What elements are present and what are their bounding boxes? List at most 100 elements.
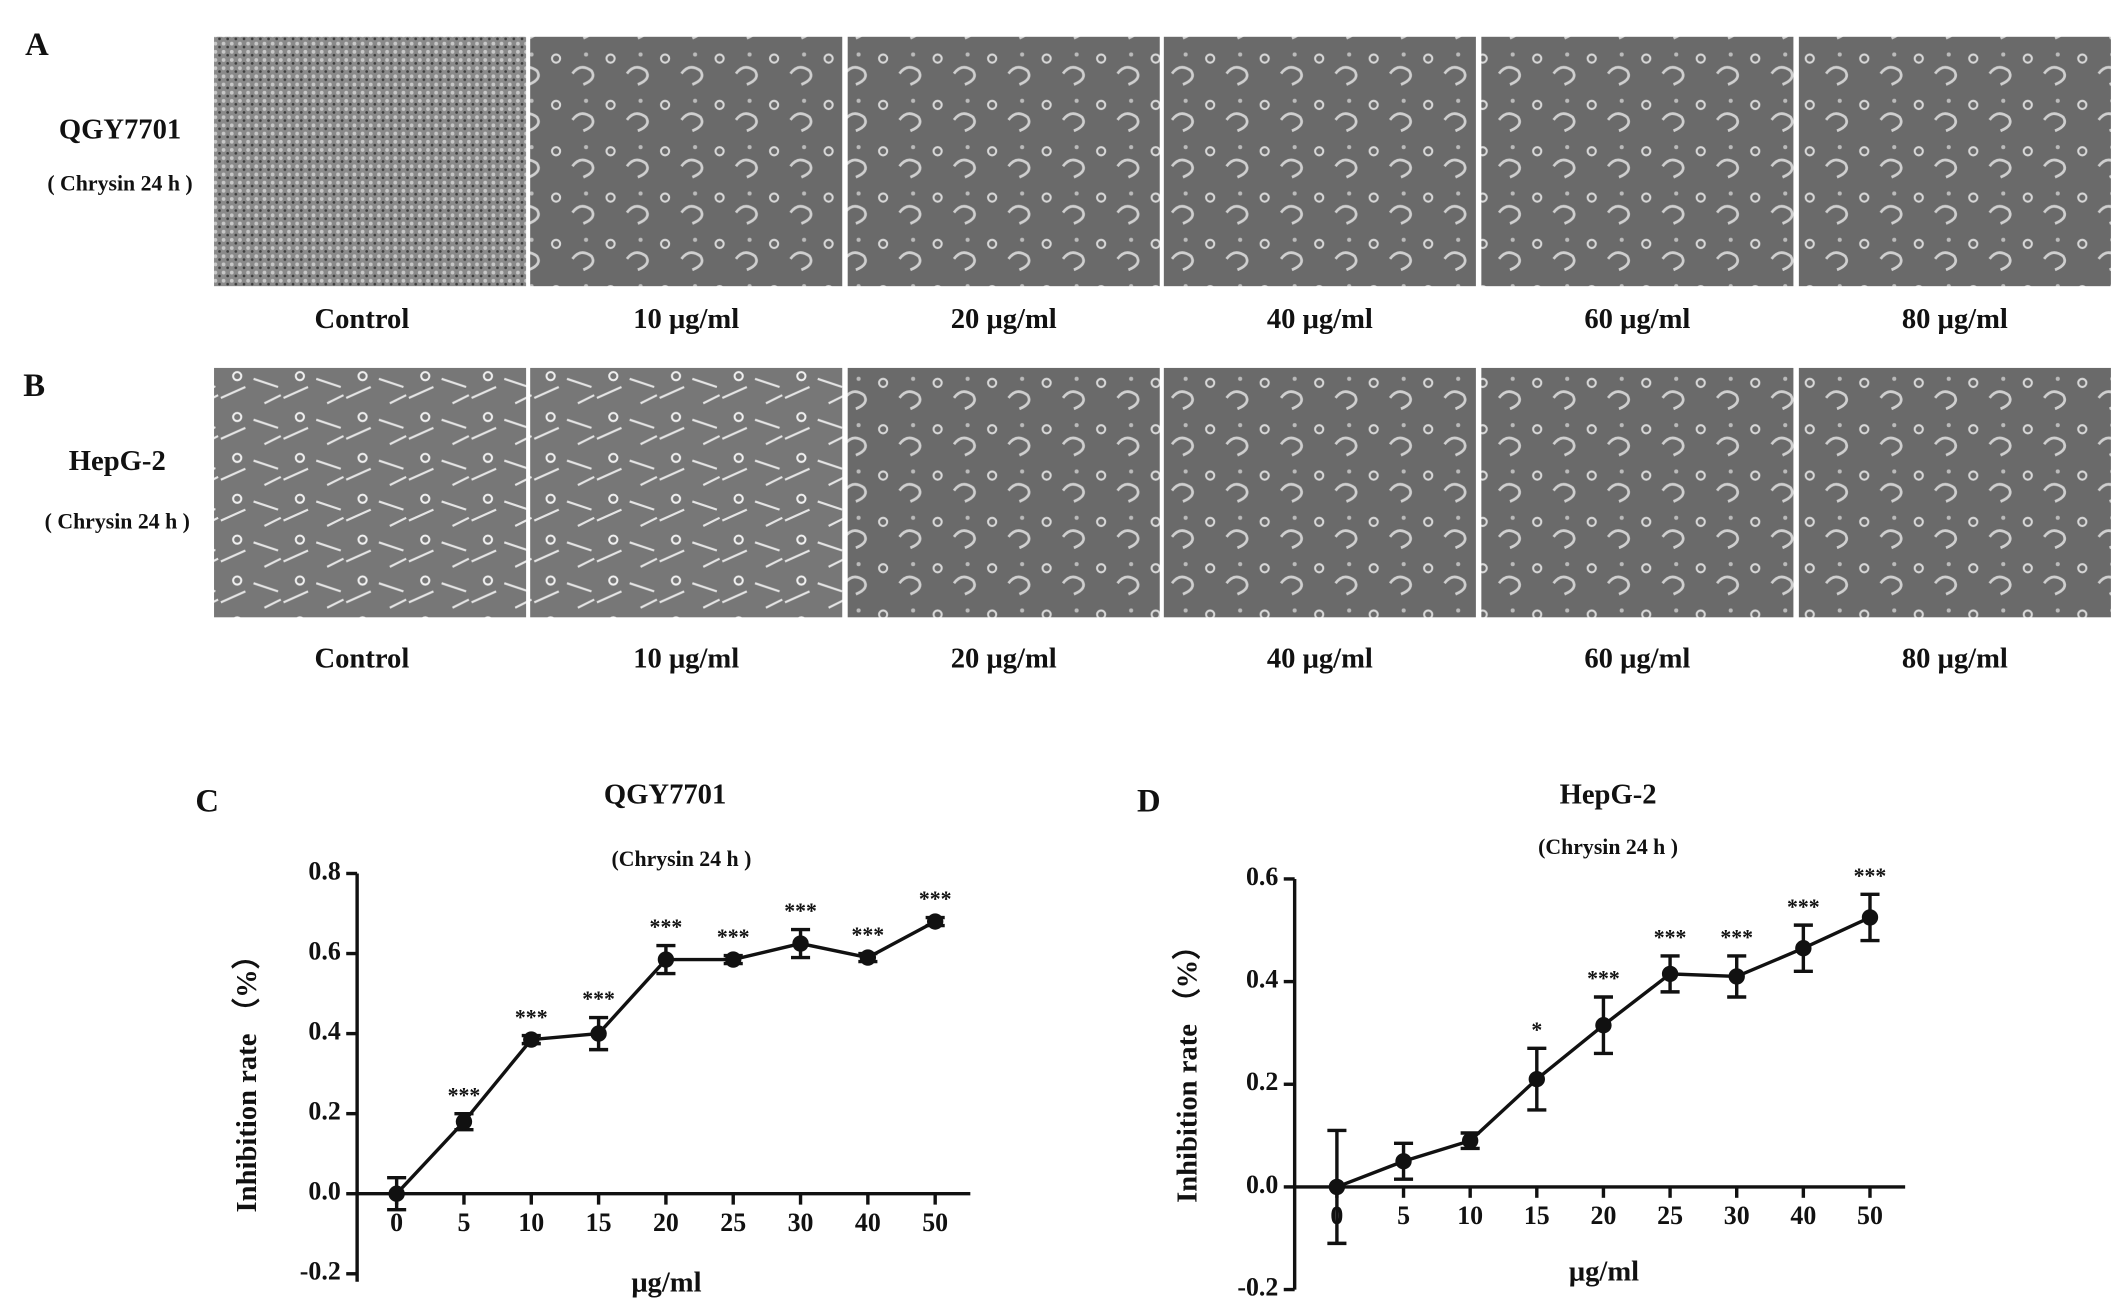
micrograph bbox=[530, 367, 843, 618]
micrographs: A QGY7701 ( Chrysin 24 h ) Control 10 μg/ml 2… bbox=[23, 27, 2111, 674]
micrograph bbox=[1481, 367, 1794, 618]
cell-line-label: HepG-2 bbox=[69, 446, 166, 477]
cell-line-label: QGY7701 bbox=[59, 115, 181, 146]
y-tick-label: 0.0 bbox=[1246, 1170, 1278, 1199]
x-tick-label: 50 bbox=[922, 1208, 948, 1237]
y-tick-label: 0.2 bbox=[1246, 1067, 1278, 1096]
significance-label: *** bbox=[515, 1005, 548, 1029]
micrograph-caption: 10 μg/ml bbox=[633, 304, 739, 335]
significance-label: *** bbox=[582, 987, 615, 1011]
panel-label: D bbox=[1137, 783, 1161, 819]
data-point bbox=[1661, 965, 1679, 983]
micrograph bbox=[1481, 36, 1794, 287]
micrograph-caption: 40 μg/ml bbox=[1267, 304, 1373, 335]
y-tick-label: -0.2 bbox=[300, 1257, 341, 1286]
x-tick-label: 15 bbox=[586, 1208, 612, 1237]
micrograph bbox=[1163, 367, 1476, 618]
data-point bbox=[792, 935, 809, 952]
data-point bbox=[590, 1025, 607, 1042]
micrograph-caption: 40 μg/ml bbox=[1267, 643, 1373, 674]
data-point bbox=[1328, 1178, 1346, 1196]
micrograph bbox=[847, 367, 1160, 618]
data-point bbox=[1861, 909, 1879, 926]
significance-label: *** bbox=[650, 915, 683, 939]
x-tick-label: 50 bbox=[1857, 1201, 1883, 1230]
micrograph-caption: 10 μg/ml bbox=[633, 643, 739, 674]
x-tick-label: 5 bbox=[1397, 1201, 1410, 1230]
y-tick-label: 0.4 bbox=[1246, 965, 1278, 994]
micrograph-caption: 20 μg/ml bbox=[951, 643, 1057, 674]
significance-label: *** bbox=[1654, 926, 1687, 950]
micrograph bbox=[1163, 36, 1476, 287]
x-tick-label: 10 bbox=[1457, 1201, 1483, 1230]
micrograph-caption: 80 μg/ml bbox=[1902, 304, 2008, 335]
data-point bbox=[725, 951, 742, 968]
data-point bbox=[859, 949, 877, 966]
data-point bbox=[1395, 1153, 1412, 1170]
y-tick-label: 0.4 bbox=[308, 1017, 340, 1046]
x-tick-label: 30 bbox=[1724, 1201, 1750, 1230]
data-point bbox=[927, 913, 944, 930]
x-tick-label: 25 bbox=[720, 1208, 746, 1237]
significance-label: *** bbox=[1854, 864, 1887, 888]
micrograph-caption: 20 μg/ml bbox=[951, 304, 1057, 335]
x-axis-label: μg/ml bbox=[631, 1268, 701, 1299]
micrograph bbox=[214, 36, 527, 287]
chart-title: QGY7701 bbox=[604, 780, 726, 811]
data-point bbox=[1795, 940, 1812, 957]
data-point bbox=[388, 1185, 405, 1202]
y-tick-label: 0.6 bbox=[308, 936, 340, 965]
chart-subtitle: (Chrysin 24 h ) bbox=[612, 847, 752, 871]
micrograph bbox=[214, 367, 527, 618]
micrograph bbox=[847, 36, 1160, 287]
micrograph-caption: Control bbox=[314, 304, 409, 335]
y-tick-label: 0.2 bbox=[308, 1097, 340, 1126]
data-point bbox=[455, 1113, 473, 1130]
x-axis-label: μg/ml bbox=[1569, 1257, 1639, 1288]
data-point bbox=[1461, 1132, 1479, 1149]
x-tick-label: 40 bbox=[1790, 1201, 1816, 1230]
panel-label: C bbox=[195, 783, 219, 819]
treatment-label: ( Chrysin 24 h ) bbox=[45, 509, 190, 533]
data-point bbox=[657, 951, 675, 968]
micrograph bbox=[1798, 36, 2111, 287]
significance-label: *** bbox=[1787, 895, 1820, 919]
x-tick-label: 15 bbox=[1524, 1201, 1550, 1230]
y-axis-label: Inhibition rate （%） bbox=[230, 941, 263, 1213]
x-tick-label: 20 bbox=[1591, 1201, 1617, 1230]
micrograph bbox=[1798, 367, 2111, 618]
y-tick-label: 0.6 bbox=[1246, 862, 1278, 891]
significance-label: *** bbox=[448, 1083, 481, 1107]
significance-label: *** bbox=[717, 925, 750, 949]
micrograph-caption: Control bbox=[314, 643, 409, 674]
charts: C QGY7701 (Chrysin 24 h ) μg/ml Inhibition r… bbox=[195, 780, 1906, 1302]
data-point bbox=[1528, 1070, 1545, 1088]
significance-label: *** bbox=[919, 887, 952, 911]
y-tick-label: 0.0 bbox=[308, 1177, 340, 1206]
chart-subtitle: (Chrysin 24 h ) bbox=[1538, 835, 1678, 859]
significance-label: *** bbox=[1587, 967, 1620, 991]
micrograph bbox=[530, 36, 843, 287]
y-tick-label: -0.2 bbox=[1237, 1273, 1278, 1302]
y-tick-label: 0.8 bbox=[308, 856, 340, 885]
x-tick-label: 0 bbox=[390, 1208, 403, 1237]
x-tick-label: 10 bbox=[518, 1208, 544, 1237]
micrograph-caption: 80 μg/ml bbox=[1902, 643, 2008, 674]
data-point bbox=[1728, 968, 1745, 985]
x-tick-label: 25 bbox=[1657, 1201, 1683, 1230]
significance-label: * bbox=[1531, 1018, 1542, 1042]
micrograph-caption: 60 μg/ml bbox=[1584, 304, 1690, 335]
micrograph-caption: 60 μg/ml bbox=[1584, 643, 1690, 674]
data-point bbox=[1595, 1017, 1612, 1034]
x-tick-label: 40 bbox=[855, 1208, 881, 1237]
data-point bbox=[523, 1031, 540, 1048]
x-tick-label: 5 bbox=[457, 1208, 470, 1237]
treatment-label: ( Chrysin 24 h ) bbox=[47, 171, 192, 195]
panel-label: B bbox=[23, 368, 45, 404]
x-tick-label: 30 bbox=[788, 1208, 814, 1237]
significance-label: *** bbox=[852, 923, 885, 947]
y-axis-label: Inhibition rate （%） bbox=[1170, 931, 1203, 1203]
significance-label: *** bbox=[784, 899, 817, 923]
chart-title: HepG-2 bbox=[1560, 780, 1657, 811]
